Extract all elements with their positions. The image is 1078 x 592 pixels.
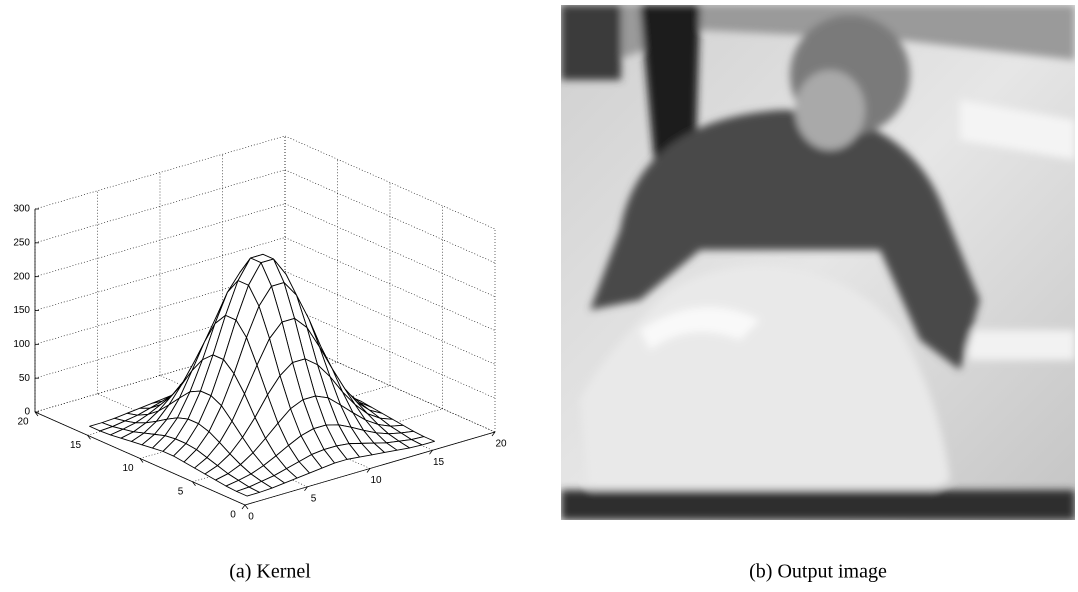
- y-tick-label: 20: [17, 417, 29, 428]
- z-tick-label: 100: [13, 339, 30, 350]
- figure: 0510152005101520050100150200250300 (a) K…: [0, 0, 1078, 592]
- x-tick-label: 15: [433, 457, 445, 468]
- y-tick-label: 10: [122, 463, 134, 474]
- z-tick-label: 300: [13, 204, 30, 215]
- y-tick-label: 15: [70, 440, 82, 451]
- grid-line: [285, 136, 495, 229]
- z-tick-label: 250: [13, 237, 30, 248]
- y-tick-label: 0: [230, 510, 236, 521]
- x-tick: [242, 505, 245, 509]
- caption-a: (a) Kernel: [229, 561, 311, 583]
- x-tick-label: 0: [248, 512, 254, 523]
- z-tick-label: 0: [24, 407, 30, 418]
- output-image: [561, 5, 1075, 520]
- z-tick-label: 50: [19, 373, 31, 384]
- z-tick-label: 200: [13, 271, 30, 282]
- caption-b: (b) Output image: [749, 561, 887, 583]
- page: 0510152005101520050100150200250300 (a) K…: [0, 0, 1078, 592]
- y-tick-label: 5: [178, 486, 184, 497]
- grid-line: [35, 170, 285, 243]
- x-tick-label: 20: [495, 439, 507, 450]
- grid-line: [285, 238, 495, 331]
- y-tick: [245, 505, 248, 509]
- z-tick-label: 150: [13, 305, 30, 316]
- x-tick-label: 10: [370, 475, 382, 486]
- x-tick-label: 5: [311, 493, 317, 504]
